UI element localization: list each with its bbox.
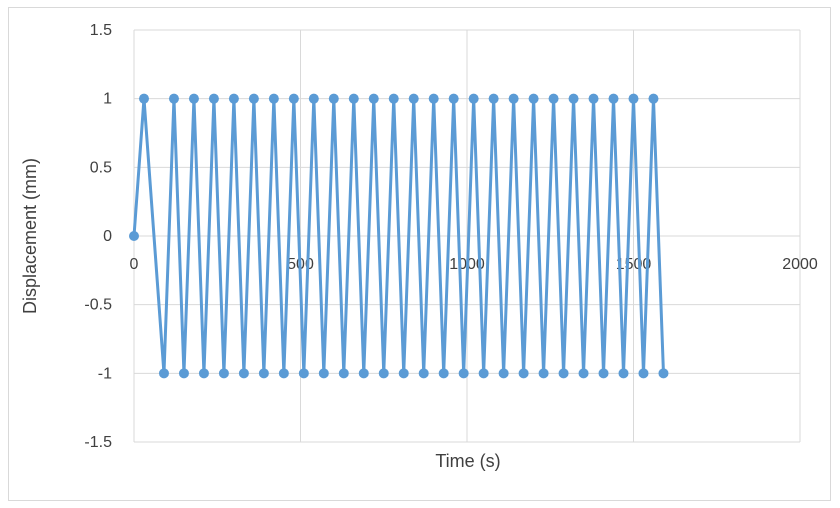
data-point	[598, 368, 609, 379]
data-point	[278, 368, 289, 379]
series-layer	[129, 93, 669, 379]
data-point	[548, 93, 559, 104]
data-point	[418, 368, 429, 379]
data-point	[618, 368, 629, 379]
data-point	[638, 368, 649, 379]
x-axis-title: Time (s)	[435, 451, 500, 471]
data-point	[238, 368, 249, 379]
y-axis-ticks: 1.5 1 0.5 0 -0.5 -1 -1.5	[84, 22, 112, 451]
data-point	[658, 368, 669, 379]
data-point	[368, 93, 379, 104]
x-tick-label: 1500	[616, 256, 652, 273]
data-point	[208, 93, 219, 104]
data-point	[538, 368, 549, 379]
data-point	[488, 93, 499, 104]
data-point	[348, 93, 359, 104]
y-tick-label: 0	[103, 228, 112, 245]
data-point	[508, 93, 519, 104]
data-point	[308, 93, 319, 104]
x-axis-ticks: 0 500 1000 1500 2000	[130, 256, 818, 273]
y-tick-label: -1	[98, 365, 112, 382]
data-point	[338, 368, 349, 379]
data-point	[498, 368, 509, 379]
data-point	[268, 93, 279, 104]
data-point	[138, 93, 149, 104]
y-tick-label: -1.5	[84, 434, 112, 451]
data-point	[288, 93, 299, 104]
data-point	[258, 368, 269, 379]
data-point	[248, 93, 259, 104]
data-point	[578, 368, 589, 379]
data-point	[428, 93, 439, 104]
data-point	[478, 368, 489, 379]
x-tick-label: 2000	[782, 256, 818, 273]
data-point	[188, 93, 199, 104]
data-point	[298, 368, 309, 379]
x-tick-label: 0	[130, 256, 139, 273]
data-point	[198, 368, 209, 379]
data-point	[558, 368, 569, 379]
data-point	[518, 368, 529, 379]
data-point	[228, 93, 239, 104]
data-point	[408, 93, 419, 104]
data-point	[328, 93, 339, 104]
data-point	[129, 231, 139, 241]
data-point	[438, 368, 449, 379]
data-point	[388, 93, 399, 104]
data-point	[648, 93, 659, 104]
data-point	[218, 368, 229, 379]
data-point	[628, 93, 639, 104]
data-point	[588, 93, 599, 104]
data-point	[398, 368, 409, 379]
data-point	[178, 368, 189, 379]
y-axis-title: Displacement (mm)	[20, 158, 40, 314]
y-tick-label: 1.5	[90, 22, 112, 39]
data-point	[318, 368, 329, 379]
gridlines	[133, 29, 801, 443]
data-point	[358, 368, 369, 379]
data-point	[608, 93, 619, 104]
data-point	[568, 93, 579, 104]
y-tick-label: -0.5	[84, 297, 112, 314]
y-tick-label: 1	[103, 91, 112, 108]
data-point	[528, 93, 539, 104]
data-point	[378, 368, 389, 379]
data-point	[158, 368, 169, 379]
data-point	[458, 368, 469, 379]
data-point	[168, 93, 179, 104]
data-point	[448, 93, 459, 104]
data-point	[468, 93, 479, 104]
y-tick-label: 0.5	[90, 159, 112, 176]
